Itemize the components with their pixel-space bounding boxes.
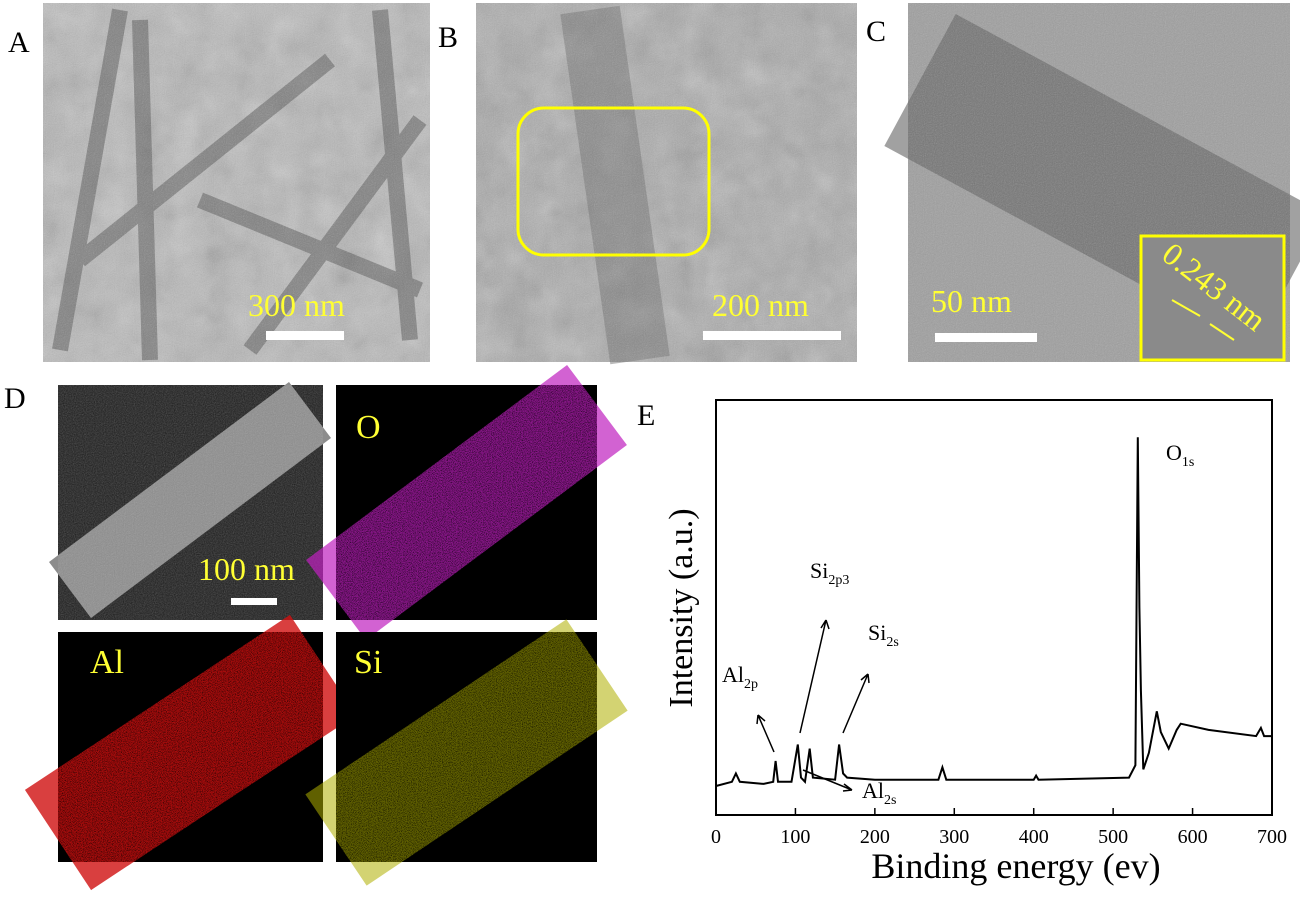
grain	[58, 385, 323, 620]
dots	[336, 632, 597, 862]
annotation-subscript: 1s	[1182, 455, 1194, 470]
arrow	[1209, 323, 1235, 341]
plot-frame	[715, 399, 1273, 816]
peak-annotation: O1s	[1166, 440, 1194, 470]
annotation-text: Al	[862, 778, 884, 803]
dots	[58, 632, 323, 862]
x-tick-label: 400	[1019, 826, 1049, 848]
peak-annotation: Si2s	[868, 620, 899, 650]
panel-letter: D	[4, 382, 26, 415]
x-tick-label: 700	[1257, 826, 1287, 848]
x-tick-label: 600	[1178, 826, 1208, 848]
annotation-subscript: 2s	[886, 635, 898, 650]
map-label: O	[356, 409, 381, 446]
x-tick-label: 200	[860, 826, 890, 848]
panel-letter: E	[637, 399, 655, 432]
annotation-subscript: 2p3	[828, 573, 849, 588]
annotation-subscript: 2p	[744, 677, 758, 692]
y-axis-label: Intensity (a.u.)	[663, 508, 700, 707]
scale-label: 300 nm	[248, 287, 345, 323]
peak-annotation: Al2s	[862, 778, 896, 808]
annotation-text: Si	[810, 558, 828, 583]
scale-label: 200 nm	[712, 287, 809, 323]
scale-bar	[231, 598, 277, 605]
x-axis-label: Binding energy (ev)	[871, 846, 1160, 886]
panel-a: 300 nm A	[8, 3, 430, 362]
panel-e: E Binding energy (ev) Intensity (a.u.) 0…	[637, 399, 1287, 886]
highlight-box	[516, 106, 711, 257]
peak-annotation: Si2p3	[810, 558, 849, 588]
map-label: Si	[354, 644, 382, 681]
map-label: Al	[90, 644, 124, 681]
panel-letter: C	[866, 15, 886, 48]
spectrum-line	[715, 437, 1272, 787]
panel-letter: B	[438, 21, 458, 54]
scale-bar	[266, 331, 344, 340]
x-tick-label: 300	[939, 826, 969, 848]
annotation-text: Al	[722, 662, 744, 687]
x-tick-label: 0	[711, 826, 721, 848]
peak-annotation: Al2p	[722, 662, 758, 692]
x-tick-label: 500	[1098, 826, 1128, 848]
x-tick-label: 100	[780, 826, 810, 848]
annotation-arrows	[756, 619, 870, 792]
scale-label: 50 nm	[931, 283, 1012, 319]
arrow	[1171, 299, 1201, 317]
scale-bar	[935, 333, 1037, 342]
annotation-text: Si	[868, 620, 886, 645]
annotation-text: O	[1166, 440, 1182, 465]
panel-b: 200 nm B	[438, 3, 857, 365]
inset	[1139, 234, 1286, 362]
dots	[336, 385, 597, 620]
annotation-subscript: 2s	[884, 793, 896, 808]
panel-d: D 100 nm O Al Si	[4, 364, 628, 891]
grain	[476, 3, 857, 362]
panel-letter: A	[8, 26, 30, 59]
grain	[43, 3, 430, 362]
scale-label: 100 nm	[198, 551, 295, 587]
scale-bar	[703, 331, 841, 340]
panel-c: 0.243 nm 50 nm C	[866, 3, 1300, 362]
